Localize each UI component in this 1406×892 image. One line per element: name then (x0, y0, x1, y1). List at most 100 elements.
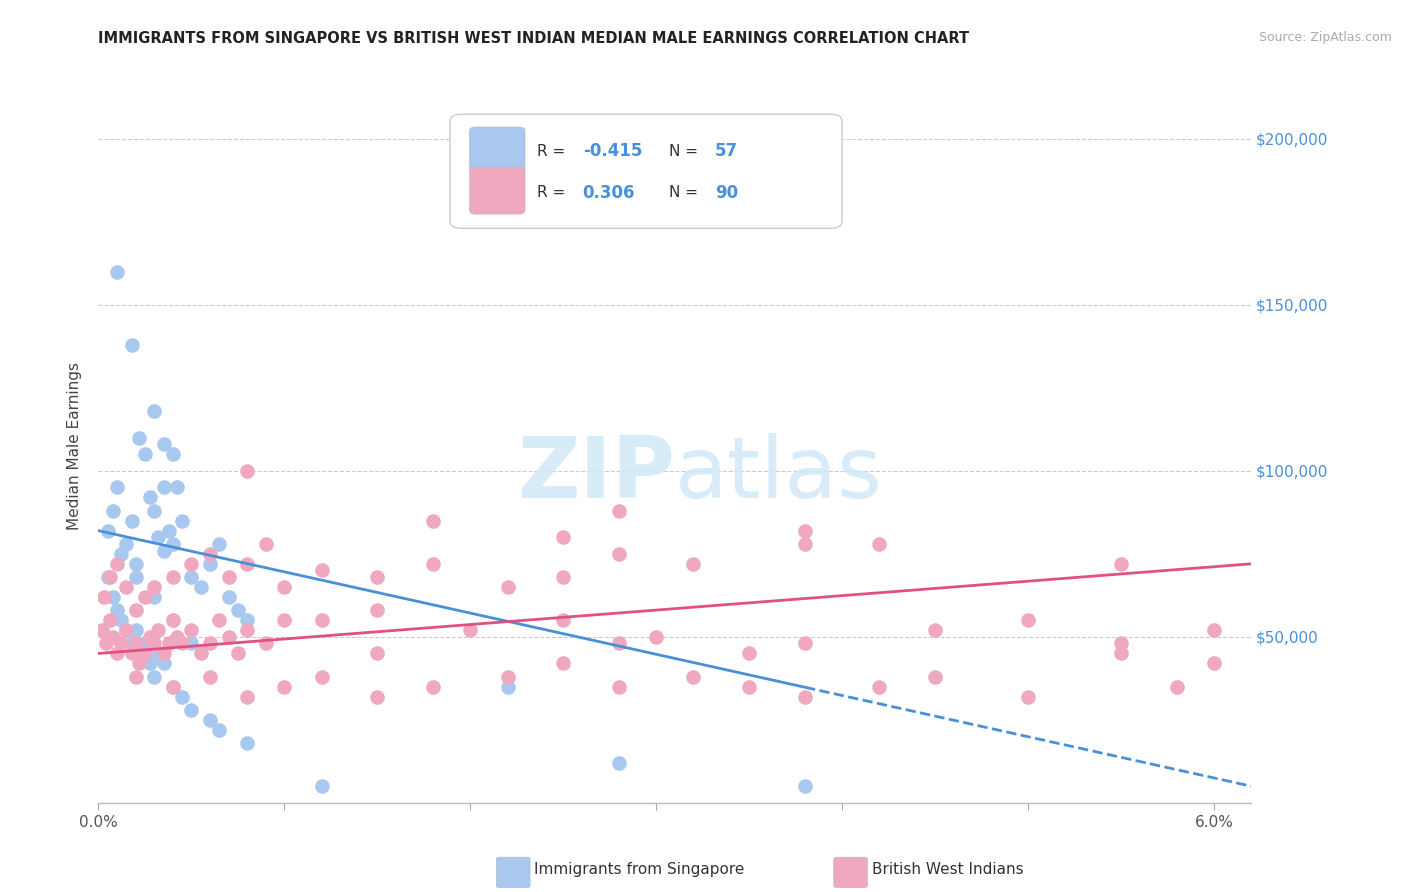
Point (121, 338, 143, 352)
Point (172, 636, 194, 650)
Point (236, 624, 259, 638)
Point (94, 636, 117, 650)
Point (218, 630, 240, 644)
Point (139, 657, 162, 671)
Point (162, 613, 184, 627)
Text: 90: 90 (716, 184, 738, 202)
Point (166, 481, 188, 495)
Text: Source: ZipAtlas.com: Source: ZipAtlas.com (1258, 31, 1392, 45)
Point (254, 636, 277, 650)
Point (143, 670, 166, 684)
Point (115, 624, 138, 638)
Point (143, 636, 166, 650)
Point (226, 603, 249, 617)
Point (121, 636, 143, 650)
Point (124, 603, 146, 617)
Point (124, 670, 146, 684)
Point (162, 447, 184, 461)
FancyBboxPatch shape (450, 114, 842, 228)
Point (553, 613, 575, 627)
Point (496, 580, 519, 594)
Point (124, 636, 146, 650)
Point (794, 690, 817, 704)
Point (139, 630, 162, 644)
Point (105, 265, 128, 279)
Text: N =: N = (669, 186, 703, 200)
Point (121, 647, 143, 661)
Text: R =: R = (537, 186, 569, 200)
Text: R =: R = (537, 144, 569, 159)
Point (1109, 647, 1132, 661)
Point (868, 680, 890, 694)
Point (208, 537, 231, 551)
Point (162, 680, 184, 694)
Point (236, 464, 259, 478)
Point (98, 613, 121, 627)
FancyBboxPatch shape (470, 127, 524, 173)
Point (218, 590, 240, 604)
Point (124, 557, 146, 571)
Point (794, 779, 817, 793)
Point (236, 557, 259, 571)
Point (103, 504, 125, 518)
Point (273, 613, 295, 627)
Point (236, 736, 259, 750)
Point (110, 547, 132, 561)
Point (868, 537, 890, 551)
Point (97, 524, 120, 538)
Point (139, 491, 162, 505)
Point (128, 657, 150, 671)
Point (152, 543, 174, 558)
Point (273, 580, 295, 594)
Point (162, 613, 184, 627)
Point (180, 570, 202, 584)
Point (422, 514, 444, 528)
Point (236, 613, 259, 627)
Point (422, 680, 444, 694)
Point (1109, 557, 1132, 571)
Text: ZIP: ZIP (517, 433, 675, 516)
Point (924, 670, 946, 684)
Point (738, 647, 761, 661)
Point (146, 624, 169, 638)
Point (198, 547, 221, 561)
Point (152, 481, 174, 495)
Point (208, 613, 231, 627)
Point (162, 570, 184, 584)
Text: -0.415: -0.415 (582, 143, 643, 161)
Point (1166, 680, 1188, 694)
Point (366, 690, 388, 704)
Point (110, 613, 132, 627)
Point (134, 636, 156, 650)
Point (218, 570, 240, 584)
Point (553, 657, 575, 671)
Text: IMMIGRANTS FROM SINGAPORE VS BRITISH WEST INDIAN MEDIAN MALE EARNINGS CORRELATIO: IMMIGRANTS FROM SINGAPORE VS BRITISH WES… (98, 31, 970, 46)
Point (190, 580, 212, 594)
Point (553, 530, 575, 544)
Point (682, 670, 704, 684)
Text: Immigrants from Singapore: Immigrants from Singapore (534, 863, 745, 877)
Point (794, 537, 817, 551)
Point (682, 557, 704, 571)
Point (128, 647, 150, 661)
Point (607, 636, 630, 650)
Point (157, 524, 180, 538)
Point (93, 590, 115, 604)
Point (311, 564, 333, 578)
Point (162, 537, 184, 551)
Point (97, 570, 120, 584)
Point (924, 624, 946, 638)
Point (645, 630, 668, 644)
Text: N =: N = (669, 144, 703, 159)
Point (128, 431, 150, 445)
Point (607, 680, 630, 694)
Point (110, 636, 132, 650)
Point (366, 603, 388, 617)
Point (172, 514, 194, 528)
Point (146, 530, 169, 544)
Point (311, 670, 333, 684)
Point (115, 624, 138, 638)
Point (121, 514, 143, 528)
Point (1017, 690, 1039, 704)
Point (208, 723, 231, 737)
